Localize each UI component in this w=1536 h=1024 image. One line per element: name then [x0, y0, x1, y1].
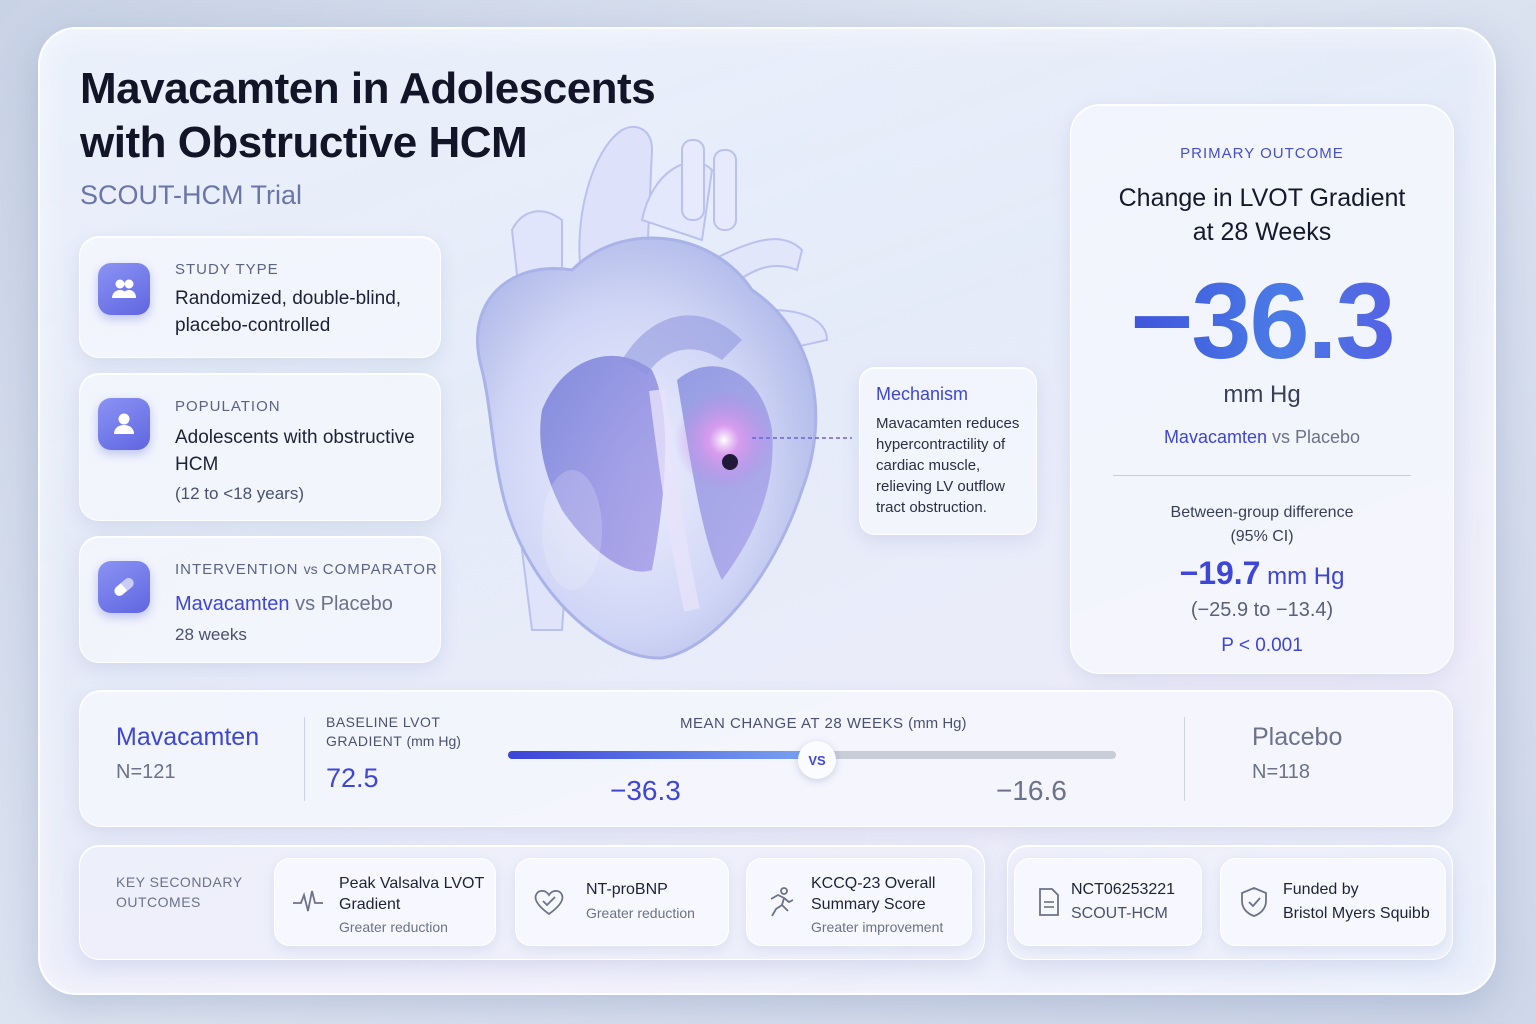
secondary-outcomes-label: KEY SECONDARY OUTCOMES — [116, 874, 243, 910]
placebo-mean-change: −16.6 — [996, 775, 1067, 806]
drug-mean-change: −36.3 — [610, 775, 681, 806]
population-label: POPULATION — [175, 398, 281, 415]
confidence-interval: (−25.9 to −13.4) — [1190, 599, 1334, 621]
registry-name: SCOUT-HCM — [1071, 905, 1168, 922]
drug-arm-name: Mavacamten — [116, 723, 260, 751]
comparison-panel: Mavacamten N=121 BASELINE LVOT GRADIENT (… — [79, 690, 1453, 827]
between-group-label: Between-group difference (95% CI) — [1170, 504, 1354, 545]
funder-name: Bristol Myers Squibb — [1283, 905, 1430, 922]
primary-outcome-card: PRIMARY OUTCOME Change in LVOT Gradient a… — [1070, 104, 1454, 674]
secondary-outcome-item: KCCQ-23 Overall Summary Score Greater imp… — [746, 858, 972, 946]
pill-icon — [98, 561, 150, 613]
trial-info-panel: NCT06253221 SCOUT-HCM Funded by Bristol … — [1007, 845, 1453, 960]
shield-check-icon — [1241, 887, 1267, 917]
user-icon — [98, 398, 150, 450]
divider — [304, 717, 305, 801]
baseline-label: BASELINE LVOT GRADIENT (mm Hg) — [326, 714, 461, 749]
secondary-outcome-item: Peak Valsalva LVOT Gradient Greater reduc… — [274, 858, 496, 946]
drug-arm-n: N=121 — [116, 761, 176, 783]
primary-outcome-value: −36.3 — [1071, 261, 1453, 381]
placebo-arm-n: N=118 — [1252, 761, 1311, 783]
vs-badge: VS — [798, 741, 836, 779]
divider — [1113, 475, 1411, 476]
p-value: P < 0.001 — [1221, 635, 1303, 656]
primary-outcome-arms: Mavacamten vs Placebo — [1163, 427, 1361, 447]
population-age-note: (12 to <18 years) — [175, 484, 304, 503]
funding-label: Funded by — [1283, 881, 1359, 898]
primary-outcome-title: Change in LVOT Gradient at 28 Weeks — [1118, 184, 1406, 246]
registry-item: NCT06253221 SCOUT-HCM — [1014, 858, 1202, 946]
secondary-outcomes-panel: KEY SECONDARY OUTCOMES Peak Valsalva LVOT… — [79, 845, 985, 960]
page-title: Mavacamten in Adolescents with Obstructi… — [80, 64, 656, 167]
population-text: Adolescents with obstructive HCM — [175, 427, 415, 475]
intervention-card: INTERVENTION vs COMPARATOR Mavacamten vs… — [79, 536, 441, 663]
mechanism-text: Mavacamten reduces hypercontractility of… — [876, 415, 1020, 516]
heart-illustration — [452, 110, 859, 670]
between-group-difference: −19.7 mm Hg — [1179, 555, 1345, 591]
funding-item: Funded by Bristol Myers Squibb — [1220, 858, 1446, 946]
divider — [1184, 717, 1185, 801]
mechanism-callout: Mechanism Mavacamten reduces hypercontra… — [859, 367, 1037, 535]
study-type-text: Randomized, double-blind, placebo-contro… — [175, 288, 402, 336]
registry-id: NCT06253221 — [1071, 881, 1176, 898]
page-subtitle: SCOUT-HCM Trial — [80, 180, 302, 210]
change-bar-fill — [508, 751, 812, 759]
intervention-label: INTERVENTION vs COMPARATOR — [175, 561, 438, 578]
mechanism-title: Mechanism — [876, 384, 969, 404]
study-type-card: STUDY TYPE Randomized, double-blind, pla… — [79, 236, 441, 358]
intervention-arms: Mavacamten vs Placebo — [175, 593, 393, 615]
study-type-label: STUDY TYPE — [175, 261, 279, 278]
pulse-icon — [293, 890, 323, 912]
runner-icon — [770, 887, 794, 917]
document-icon — [1039, 888, 1059, 916]
heart-check-icon — [534, 889, 564, 916]
primary-outcome-unit: mm Hg — [1223, 381, 1301, 408]
primary-outcome-label: PRIMARY OUTCOME — [1180, 145, 1344, 162]
baseline-value: 72.5 — [326, 763, 379, 793]
population-card: POPULATION Adolescents with obstructive … — [79, 373, 441, 521]
mean-change-label: MEAN CHANGE AT 28 WEEKS (mm Hg) — [680, 715, 967, 732]
intervention-duration: 28 weeks — [175, 625, 247, 644]
secondary-outcome-item: NT-proBNP Greater reduction — [515, 858, 729, 946]
users-icon — [98, 263, 150, 315]
placebo-arm-name: Placebo — [1252, 723, 1343, 751]
